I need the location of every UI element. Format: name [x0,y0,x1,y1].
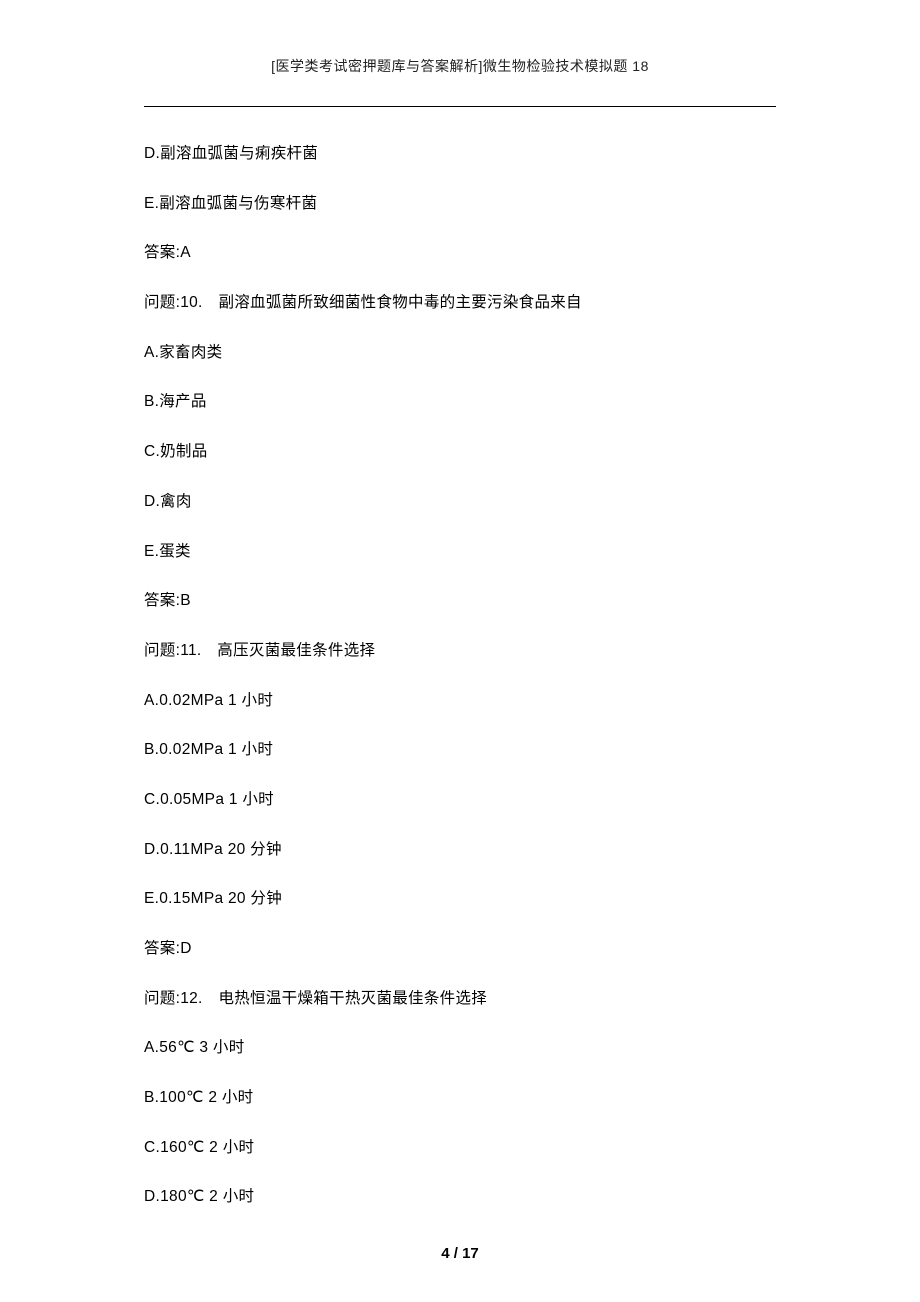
page-header: [医学类考试密押题库与答案解析]微生物检验技术模拟题 18 [144,56,776,76]
text-line: C.0.05MPa 1 小时 [144,789,776,811]
text-line: D.副溶血弧菌与痢疾杆菌 [144,143,776,165]
text-line: B.海产品 [144,391,776,413]
text-line: 问题:12. 电热恒温干燥箱干热灭菌最佳条件选择 [144,988,776,1010]
text-line: 答案:A [144,242,776,264]
page-footer: 4 / 17 [0,1245,920,1262]
text-line: D.0.11MPa 20 分钟 [144,839,776,861]
text-line: D.180℃ 2 小时 [144,1186,776,1208]
text-line: A.56℃ 3 小时 [144,1037,776,1059]
text-line: B.0.02MPa 1 小时 [144,739,776,761]
text-line: A.0.02MPa 1 小时 [144,690,776,712]
text-line: A.家畜肉类 [144,342,776,364]
text-line: 答案:B [144,590,776,612]
text-line: 答案:D [144,938,776,960]
text-line: C.160℃ 2 小时 [144,1137,776,1159]
text-line: E.蛋类 [144,541,776,563]
content-area: D.副溶血弧菌与痢疾杆菌 E.副溶血弧菌与伤寒杆菌答案:A 问题:10. 副溶血弧菌… [144,143,776,1208]
text-line: C.奶制品 [144,441,776,463]
text-line: B.100℃ 2 小时 [144,1087,776,1109]
text-line: E.副溶血弧菌与伤寒杆菌 [144,193,776,215]
page-container: [医学类考试密押题库与答案解析]微生物检验技术模拟题 18 D.副溶血弧菌与痢疾… [0,0,920,1302]
text-line: 问题:11. 高压灭菌最佳条件选择 [144,640,776,662]
text-line: D.禽肉 [144,491,776,513]
text-line: E.0.15MPa 20 分钟 [144,888,776,910]
text-line: 问题:10. 副溶血弧菌所致细菌性食物中毒的主要污染食品来自 [144,292,776,314]
header-divider [144,106,776,107]
